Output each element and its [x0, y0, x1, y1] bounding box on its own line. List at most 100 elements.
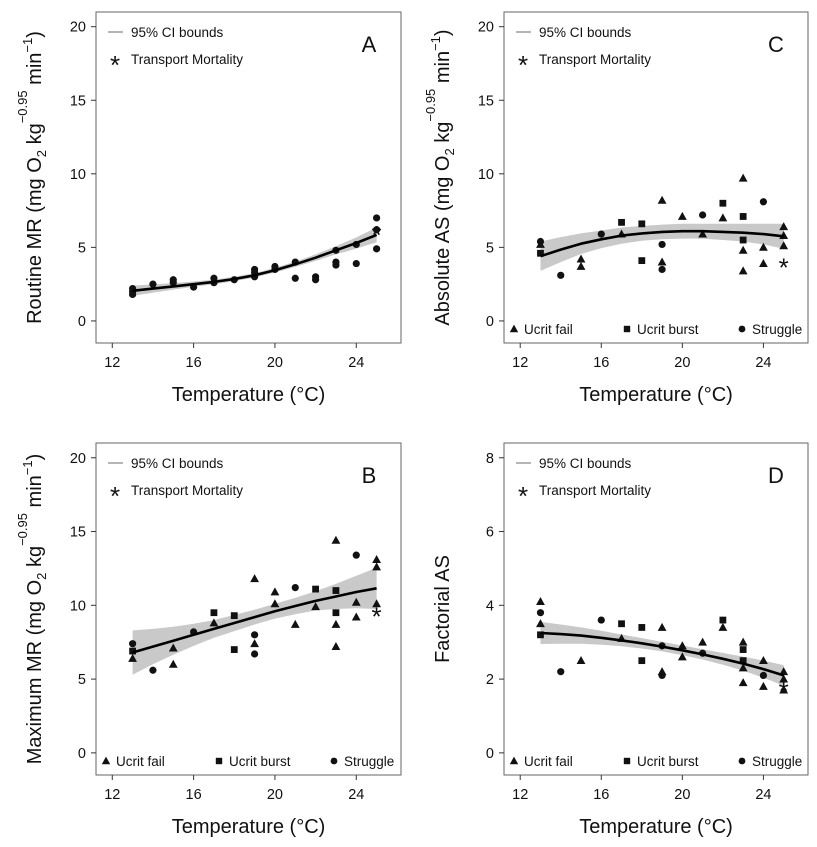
mortality-legend-icon: * — [110, 50, 120, 80]
panel-d-point-0-triangle — [536, 597, 545, 606]
panel-c: * 0 5 10 15 20 12 16 20 24 Temperature (°C) Absolut… — [423, 11, 809, 406]
ci-legend-label: 95% CI bounds — [539, 25, 632, 40]
panel-b-point-14-circle — [251, 650, 259, 658]
panel-c-point-5-triangle — [576, 261, 586, 270]
y-axis-title-part: kg — [432, 122, 454, 149]
y-axis-title-part: Routine MR (mg O — [24, 157, 46, 324]
panel-b-point-26-circle — [352, 551, 360, 559]
panel-b-point-29-triangle — [372, 554, 381, 563]
y-axis-title-part: 2 — [34, 573, 49, 580]
x-tick-label-2: 20 — [674, 787, 690, 803]
panel-b-point-30-triangle — [372, 562, 381, 571]
marker-legend-square-icon — [623, 325, 631, 333]
x-axis-title: Temperature (°C) — [579, 384, 733, 406]
panel-d-point-14-circle — [658, 671, 666, 680]
y-tick-label-2: 10 — [478, 167, 494, 183]
panel-c-point-14-circle — [658, 265, 666, 274]
x-tick-label-0: 12 — [512, 787, 528, 803]
panel-letter: A — [362, 32, 377, 57]
panel-d-point-6-circle — [597, 616, 605, 624]
panel-c-point-22-square — [739, 236, 747, 244]
y-axis-title: Maximum MR (mg O2 kg−0.95 min−1) — [15, 454, 49, 765]
y-axis-title: Absolute AS (mg O2 kg−0.95 min−1) — [423, 29, 457, 325]
panel-d-point-10-square — [638, 657, 646, 665]
x-tick-label-2: 20 — [267, 787, 283, 803]
panel-a: * 0 5 10 15 20 12 16 20 24 Temperature (°C) Routine… — [15, 11, 402, 406]
panel-b-point-1-square — [129, 647, 136, 655]
y-axis-title-part: kg — [24, 546, 46, 573]
panel-b-point-11-triangle — [250, 574, 259, 583]
panel-a-point-3-circle — [149, 280, 157, 288]
panel-c-point-1-square — [537, 249, 544, 257]
panel-c-point-25-circle — [759, 198, 768, 206]
panel-c-point-20-triangle — [738, 173, 748, 182]
panel-b-point-17-circle — [291, 584, 299, 592]
y-axis-title-part: −0.95 — [15, 90, 30, 123]
marker-legend-label-1: Ucrit burst — [229, 754, 291, 769]
marker-legend-label-0: Ucrit fail — [524, 322, 573, 337]
x-tick-label-1: 16 — [186, 355, 202, 371]
y-axis-title-part: −0.95 — [423, 89, 438, 122]
mortality-legend-label: Transport Mortality — [539, 483, 651, 498]
y-axis-title-part: min — [432, 51, 454, 89]
panel-d-point-27-circle — [759, 671, 768, 680]
panel-b-point-19-square — [312, 585, 319, 593]
y-axis-title-part: −0.95 — [15, 513, 30, 546]
x-axis-title: Temperature (°C) — [172, 816, 326, 838]
x-tick-label-3: 24 — [348, 355, 364, 371]
panel-letter: C — [768, 32, 784, 57]
panel-d-point-25-triangle — [738, 678, 748, 687]
panel-c-point-27-triangle — [759, 258, 768, 267]
panel-b-point-25-triangle — [331, 642, 341, 651]
panel-b-point-8-triangle — [209, 618, 219, 627]
y-tick-label-0: 0 — [78, 314, 86, 330]
panel-c-point-6-circle — [597, 230, 605, 238]
panel-a-point-25-circle — [373, 226, 381, 234]
marker-legend-square-icon — [215, 757, 223, 765]
marker-legend-label-1: Ucrit burst — [637, 322, 699, 337]
y-axis-title: Factorial AS — [432, 555, 454, 663]
panel-d-point-16-triangle — [677, 652, 687, 661]
x-tick-label-0: 12 — [104, 787, 120, 803]
panel-c-point-9-square — [638, 220, 646, 228]
panel-c-point-18-square — [719, 199, 727, 207]
y-tick-label-1: 5 — [78, 672, 86, 688]
panel-b-point-18-triangle — [290, 619, 300, 628]
x-tick-label-1: 16 — [593, 787, 609, 803]
panel-c-point-7-square — [618, 218, 625, 226]
panel-d-point-4-circle — [557, 668, 565, 676]
x-tick-label-3: 24 — [755, 787, 771, 803]
y-axis-title-part: −1 — [428, 36, 443, 51]
panel-d-point-20-triangle — [718, 622, 728, 631]
ci-legend-label: 95% CI bounds — [131, 456, 224, 471]
marker-legend-circle-icon — [738, 325, 746, 333]
ci-legend-label: 95% CI bounds — [131, 25, 224, 40]
panel-b-point-7-square — [210, 609, 218, 617]
panel-frame — [503, 442, 809, 776]
fit-line — [540, 229, 784, 258]
panel-c-point-23-triangle — [738, 245, 748, 254]
fit-line — [132, 587, 377, 654]
panel-b-point-22-square — [332, 587, 340, 594]
y-tick-label-4: 20 — [478, 20, 494, 36]
panel-frame — [503, 11, 809, 344]
panel-b: * 0 5 10 15 20 12 16 20 24 Temperature (°C) Maximum… — [15, 442, 402, 838]
marker-legend-label-2: Struggle — [752, 754, 802, 769]
mortality-point-0: * — [779, 253, 789, 283]
mortality-legend-icon: * — [518, 481, 528, 511]
panel-c-point-24-triangle — [738, 266, 748, 275]
panel-d-point-29-triangle — [779, 667, 789, 676]
panel-c-point-15-triangle — [677, 211, 687, 220]
panel-b-point-27-triangle — [351, 597, 361, 606]
panel-letter: D — [768, 463, 784, 488]
panel-b-point-3-circle — [149, 666, 157, 674]
marker-legend-label-0: Ucrit fail — [116, 754, 165, 769]
panel-b-point-21-triangle — [331, 535, 341, 544]
panel-d-point-17-triangle — [698, 637, 708, 646]
y-tick-label-3: 15 — [478, 93, 494, 109]
panel-a-point-23-circle — [352, 259, 360, 268]
panel-b-point-13-triangle — [250, 639, 259, 648]
y-axis-title-part: 2 — [34, 150, 49, 157]
panel-a-point-18-circle — [312, 276, 320, 284]
panel-d-point-9-square — [638, 624, 646, 631]
